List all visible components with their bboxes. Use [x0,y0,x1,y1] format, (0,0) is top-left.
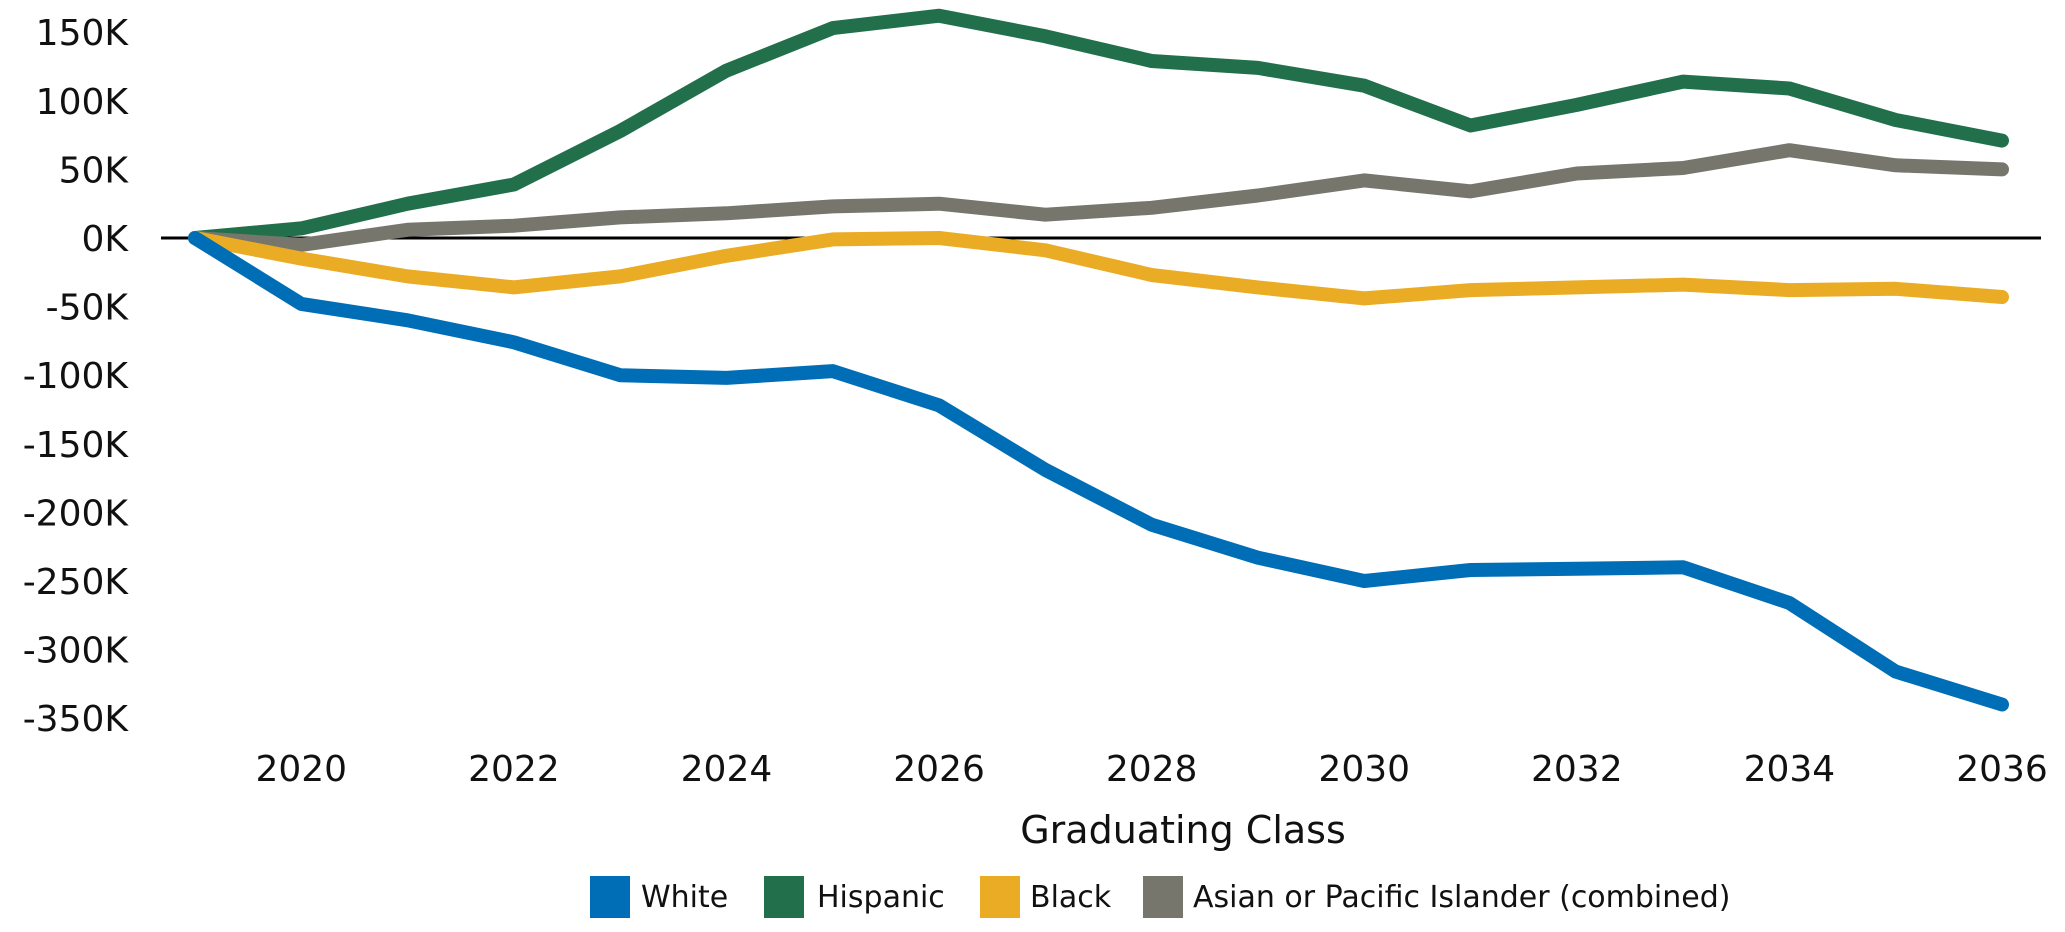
legend-swatch [1143,876,1183,918]
y-tick-label: -300K [23,631,130,672]
x-tick-label: 2028 [1106,749,1198,790]
legend-swatch [590,876,630,918]
series-line-black [188,231,2009,306]
x-tick-label: 2036 [1956,749,2048,790]
series-line-hispanic [188,8,2009,245]
x-tick-label: 2020 [255,749,347,790]
y-axis-ticks: 150K 100K 50K 0K -50K -100K -150K -200K -250K -30… [23,13,130,740]
y-tick-label: 150K [36,13,130,54]
legend-swatch [764,876,804,918]
y-tick-label: 0K [81,219,129,260]
y-tick-label: -200K [23,493,130,534]
y-tick-label: -350K [23,699,130,740]
x-tick-label: 2026 [893,749,985,790]
y-tick-label: -150K [23,425,130,466]
y-tick-label: 100K [36,82,130,123]
x-axis-ticks: 2020 2022 2024 2026 2028 2030 2032 2034 2036 [255,749,2047,790]
y-tick-label: -100K [23,356,130,397]
x-tick-label: 2022 [468,749,560,790]
legend-label: Black [1030,880,1112,915]
y-tick-label: -250K [23,562,130,603]
legend: White Hispanic Black Asian or Pacific Islan… [590,876,1730,918]
y-tick-label: -50K [46,288,130,329]
x-tick-label: 2032 [1531,749,1623,790]
series-line-asian [188,143,2009,252]
legend-label: Hispanic [817,880,945,915]
x-axis-label: Graduating Class [1020,808,1346,852]
legend-label: Asian or Pacific Islander (combined) [1193,880,1730,915]
x-tick-label: 2034 [1744,749,1836,790]
legend-label: White [641,880,728,915]
x-tick-label: 2030 [1318,749,1410,790]
y-tick-label: 50K [59,150,130,191]
legend-swatch [980,876,1020,918]
x-tick-label: 2024 [681,749,773,790]
series-line-white [188,231,2009,712]
series-lines [188,8,2009,712]
